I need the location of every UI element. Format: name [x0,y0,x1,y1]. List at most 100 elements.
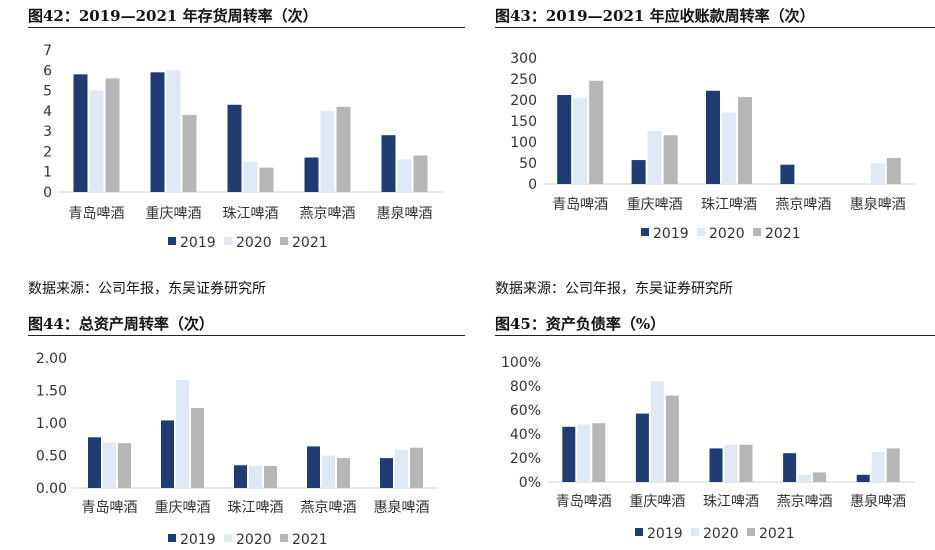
bar-2021 [739,444,753,482]
legend-label: 2020 [236,532,272,548]
y-tick-label: 200 [510,93,537,109]
bar-2020 [103,442,116,488]
legend-label: 2020 [236,235,272,251]
legend-swatch [753,228,761,236]
y-tick-label: 6 [43,63,52,79]
bar-2020 [871,452,885,482]
chart-panel-44: 图44：总资产周转率（次） 0.00 0.50 1.00 1.50 2.00 青岛啤酒 重庆… [28,308,465,550]
legend-swatch [280,534,288,542]
y-tick-label: 20% [510,451,541,467]
x-tick-label: 重庆啤酒 [146,206,202,222]
bar-2020 [650,381,664,482]
title-underline [28,335,465,336]
x-tick-label: 珠江啤酒 [228,500,284,516]
bar-2021 [663,135,678,184]
chart-panel-45: 图45：资产负债率（%） 0% 20% 40% 60% 80% 100% 青岛啤酒 重庆啤酒 珠… [495,308,935,550]
bar-2021 [191,408,204,488]
bar-2020 [647,131,662,184]
bar-2021 [105,78,120,192]
bar-chart-debt-ratio: 0% 20% 40% 60% 80% 100% 青岛啤酒 重庆啤酒 珠江啤酒 燕京啤酒 惠泉啤酒 20… [501,355,915,542]
y-tick-label: 5 [43,84,52,100]
y-tick-label: 100 [510,135,537,151]
legend-swatch [168,534,176,542]
bar-2020 [577,424,591,482]
bar-2021 [413,155,428,192]
bar-2021 [118,443,131,488]
bar-2020 [397,159,412,192]
bar-2021 [738,97,752,184]
y-tick-label: 4 [43,104,52,120]
bar-2019 [783,453,797,482]
bar-2020 [243,161,258,192]
x-tick-label: 惠泉啤酒 [377,205,433,222]
y-tick-label: 1.00 [36,416,67,432]
bar-chart-total-asset-turnover: 0.00 0.50 1.00 1.50 2.00 青岛啤酒 重庆啤酒 珠江啤酒 燕京啤酒 惠泉啤酒… [36,351,438,548]
y-tick-label: 0 [43,185,52,201]
bar-2021 [410,447,423,488]
bar-2020 [573,98,588,184]
x-tick-label: 珠江啤酒 [223,206,279,222]
legend-label: 2019 [180,532,216,548]
x-tick-label: 惠泉啤酒 [850,493,906,510]
bar-2019 [557,94,572,184]
bar-2019 [780,164,795,184]
bar-2021 [182,114,197,192]
legend-swatch [691,528,699,536]
y-tick-label: 300 [510,51,537,67]
source-note: 数据来源：公司年报，东吴证券研究所 [495,281,733,297]
y-tick-label: 150 [510,114,537,130]
bar-2020 [320,110,335,192]
chart-title: 图45：资产负债率（%） [495,315,666,333]
bar-2020 [89,90,104,192]
title-underline [28,27,465,28]
legend-swatch [635,528,643,536]
bar-2020 [176,380,189,488]
legend-label: 2021 [759,526,795,542]
bar-2019 [631,160,646,184]
title-underline [495,27,935,28]
bar-2019 [381,135,396,192]
y-tick-label: 50 [519,156,537,172]
x-tick-label: 珠江啤酒 [701,197,757,213]
bar-2020 [870,163,885,184]
legend-swatch [224,237,232,245]
y-tick-label: 40% [510,427,541,443]
legend-label: 2019 [653,226,689,242]
x-tick-label: 燕京啤酒 [300,206,356,222]
x-tick-label: 燕京啤酒 [301,500,357,516]
y-tick-label: 0.00 [36,481,67,497]
legend-swatch [280,237,288,245]
bar-2020 [395,449,408,488]
chart-title: 图42：2019—2021 年存货周转率（次） [28,7,318,25]
bar-2021 [337,458,350,488]
x-tick-label: 惠泉啤酒 [850,196,906,213]
bar-2019 [304,157,319,192]
legend-label: 2021 [765,226,801,242]
legend-label: 2021 [292,235,328,251]
bar-2019 [635,413,649,482]
chart-title: 图44：总资产周转率（次） [28,315,214,333]
x-tick-label: 珠江啤酒 [703,494,759,510]
x-tick-label: 青岛啤酒 [69,206,125,222]
source-note: 数据来源：公司年报，东吴证券研究所 [28,281,266,297]
y-tick-label: 1 [43,165,52,181]
bar-2021 [665,395,679,482]
bar-2019 [73,74,88,192]
y-tick-label: 2.00 [36,351,67,367]
x-tick-label: 青岛啤酒 [82,500,138,516]
bar-2021 [813,472,827,482]
bar-2021 [336,106,351,192]
bar-2020 [722,112,736,184]
y-tick-label: 250 [510,72,537,88]
legend-label: 2021 [292,532,328,548]
y-tick-label: 7 [43,43,52,59]
bar-2021 [592,423,606,482]
bar-2020 [322,455,335,488]
title-underline [495,335,935,336]
legend-label: 2019 [180,235,216,251]
bar-chart-receivable-turnover: 0 50 100 150 200 250 300 青岛啤酒 重庆啤酒 珠江啤酒 燕京啤酒 惠泉啤酒 20… [510,51,915,242]
bar-2020 [249,465,262,488]
x-tick-label: 重庆啤酒 [629,494,685,510]
bar-2019 [562,426,576,482]
x-tick-label: 重庆啤酒 [627,197,683,213]
